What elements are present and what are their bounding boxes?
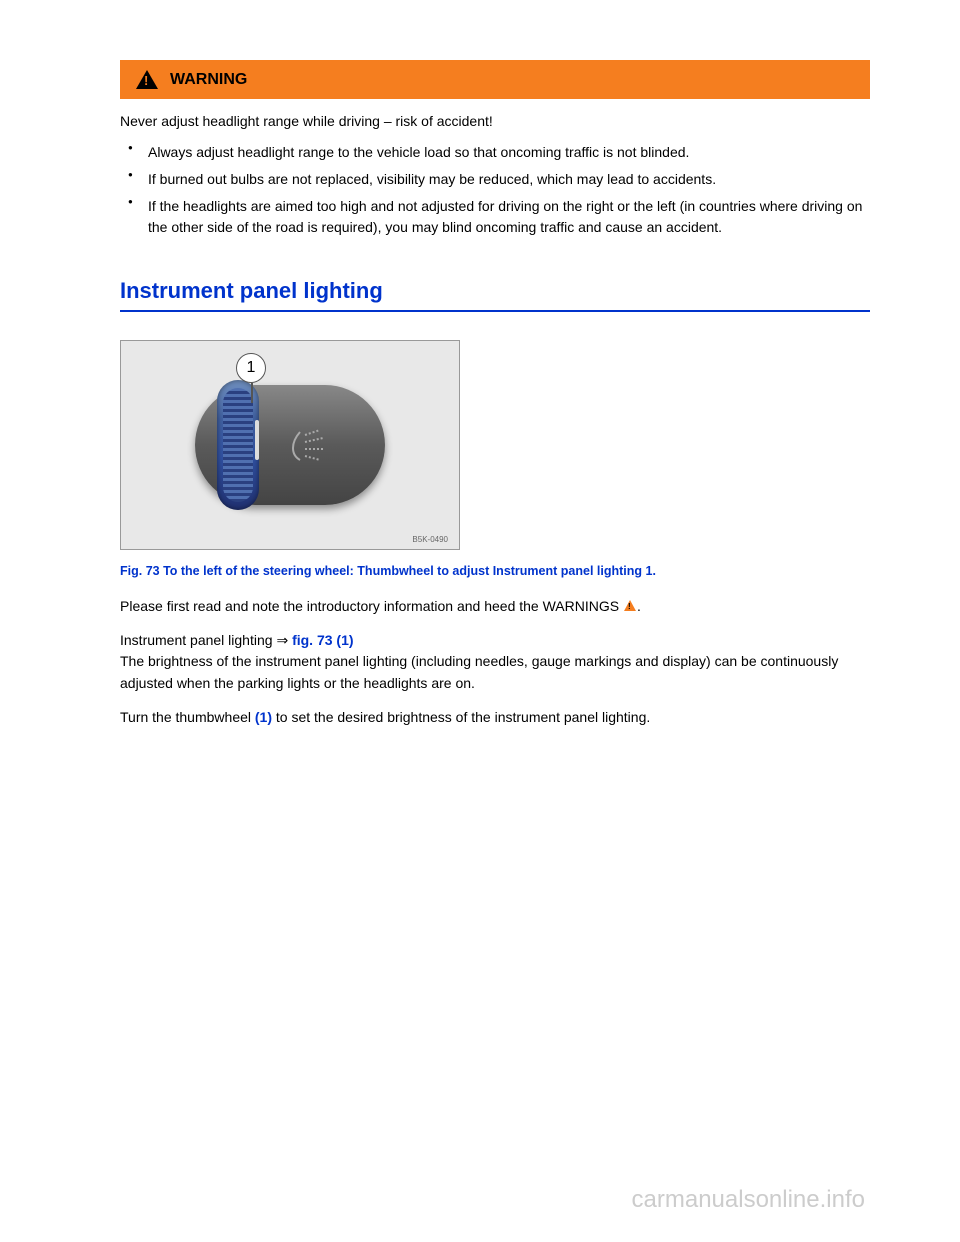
body-paragraph: Instrument panel lighting ⇒ fig. 73 (1) …	[120, 630, 870, 695]
knob-illustration	[195, 385, 385, 505]
knob-body	[195, 385, 385, 505]
image-code: B5K-0490	[409, 534, 451, 545]
figure-reference: fig. 73 (1)	[292, 632, 353, 648]
warning-bullet: If the headlights are aimed too high and…	[120, 196, 870, 238]
inline-warning-icon	[624, 600, 636, 611]
figure-reference: (1)	[255, 709, 272, 725]
warning-bullet: If burned out bulbs are not replaced, vi…	[120, 169, 870, 190]
figure-illustration: 1 B5K-0490	[120, 340, 460, 550]
figure-caption: Fig. 73 To the left of the steering whee…	[120, 564, 870, 578]
headlight-range-icon	[285, 420, 335, 470]
warning-intro-text: Never adjust headlight range while drivi…	[120, 111, 870, 132]
body-text-segment: Please first read and note the introduct…	[120, 598, 623, 614]
section-heading: Instrument panel lighting	[120, 278, 870, 304]
warning-icon	[136, 70, 158, 89]
wheel-indicator	[255, 420, 259, 460]
body-paragraph: Please first read and note the introduct…	[120, 596, 870, 618]
callout-number: 1	[236, 353, 266, 383]
body-text-segment: The brightness of the instrument panel l…	[120, 653, 838, 691]
heading-underline	[120, 310, 870, 312]
wheel-ridges	[223, 388, 253, 502]
watermark: carmanualsonline.info	[632, 1186, 865, 1214]
body-text-segment: Turn the thumbwheel	[120, 709, 255, 725]
body-text-segment: to set the desired brightness of the ins…	[272, 709, 650, 725]
arrow-icon: ⇒	[276, 632, 292, 648]
body-text-segment: Instrument panel lighting	[120, 632, 276, 648]
callout-line	[251, 383, 253, 403]
body-paragraph: Turn the thumbwheel (1) to set the desir…	[120, 707, 870, 729]
body-text-segment: .	[637, 598, 641, 614]
warning-label: WARNING	[170, 71, 247, 89]
warning-bullet: Always adjust headlight range to the veh…	[120, 142, 870, 163]
warning-box: WARNING	[120, 60, 870, 99]
